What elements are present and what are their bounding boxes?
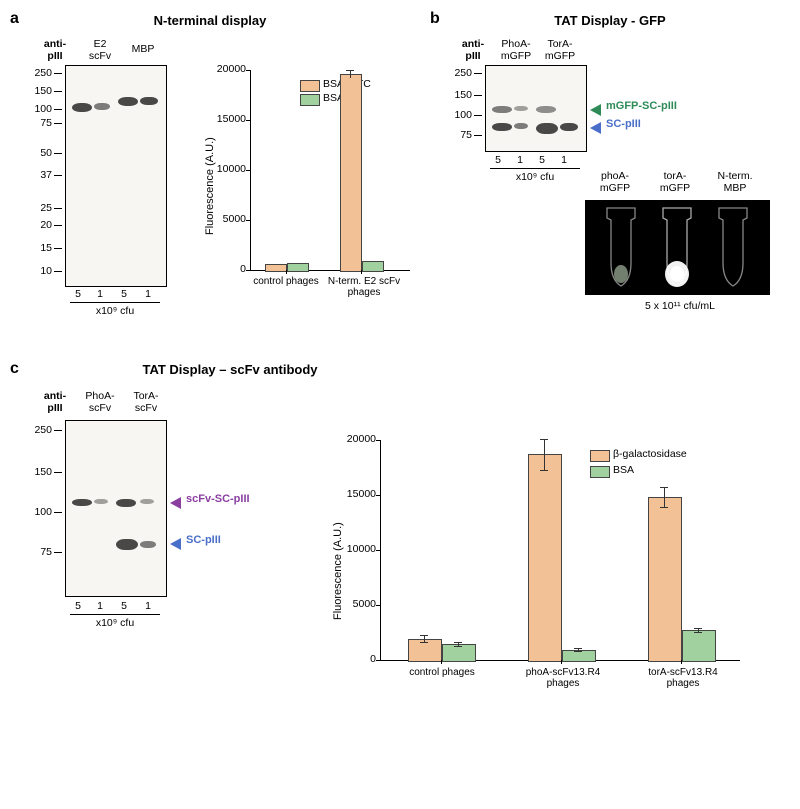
panel-b-mw: 250 150 100 75: [440, 68, 472, 178]
panel-a-group2: MBP: [125, 43, 161, 55]
bar: [287, 263, 309, 272]
panel-b-title: TAT Display - GFP: [520, 13, 700, 28]
bar: [362, 261, 384, 273]
panel-a-label: a: [10, 10, 19, 28]
panel-a-title: N-terminal display: [100, 13, 320, 28]
panel-b-antibody: anti-pIII: [458, 38, 488, 62]
panel-b-tube-caption: 5 x 10¹¹ cfu/mL: [610, 300, 750, 312]
panel-a-chart: 0 5000 10000 15000 20000 Fluorescence (A…: [210, 70, 410, 290]
panel-c-chart: 0 5000 10000 15000 20000 Fluorescence (A…: [330, 440, 750, 700]
arrow-sc-piii-c: [170, 538, 181, 550]
bar: [442, 644, 476, 662]
panel-b-blot: [485, 65, 587, 152]
panel-a-load-unit: x10⁹ cfu: [85, 305, 145, 317]
arrow-scfv-sc-piii: [170, 497, 181, 509]
panel-c-label: c: [10, 360, 19, 378]
panel-c-mw: 250 150 100 75: [20, 425, 52, 625]
arrow-sc-piii-b: [590, 122, 601, 134]
panel-b-tube-photo: [585, 200, 770, 295]
panel-a-group1: E2 scFv: [82, 38, 118, 62]
bar: [528, 454, 562, 662]
panel-b-label: b: [430, 10, 440, 28]
bar: [265, 264, 287, 272]
figure-root: a N-terminal display anti-pIII E2 scFv M…: [10, 10, 790, 799]
panel-a-mw: 250 150 100 75 50 37 25 20 15 10: [20, 68, 52, 278]
bar: [340, 74, 362, 272]
panel-c-blot: [65, 420, 167, 597]
legend-swatch-bsa: [300, 94, 320, 106]
legend-swatch-bsa-fitc: [300, 80, 320, 92]
bar: [648, 497, 682, 662]
arrow-mgfp-sc-piii: [590, 104, 601, 116]
panel-c-title: TAT Display – scFv antibody: [120, 362, 340, 377]
panel-a-blot: [65, 65, 167, 287]
panel-a-antibody: anti-pIII: [40, 38, 70, 62]
bar: [682, 630, 716, 662]
